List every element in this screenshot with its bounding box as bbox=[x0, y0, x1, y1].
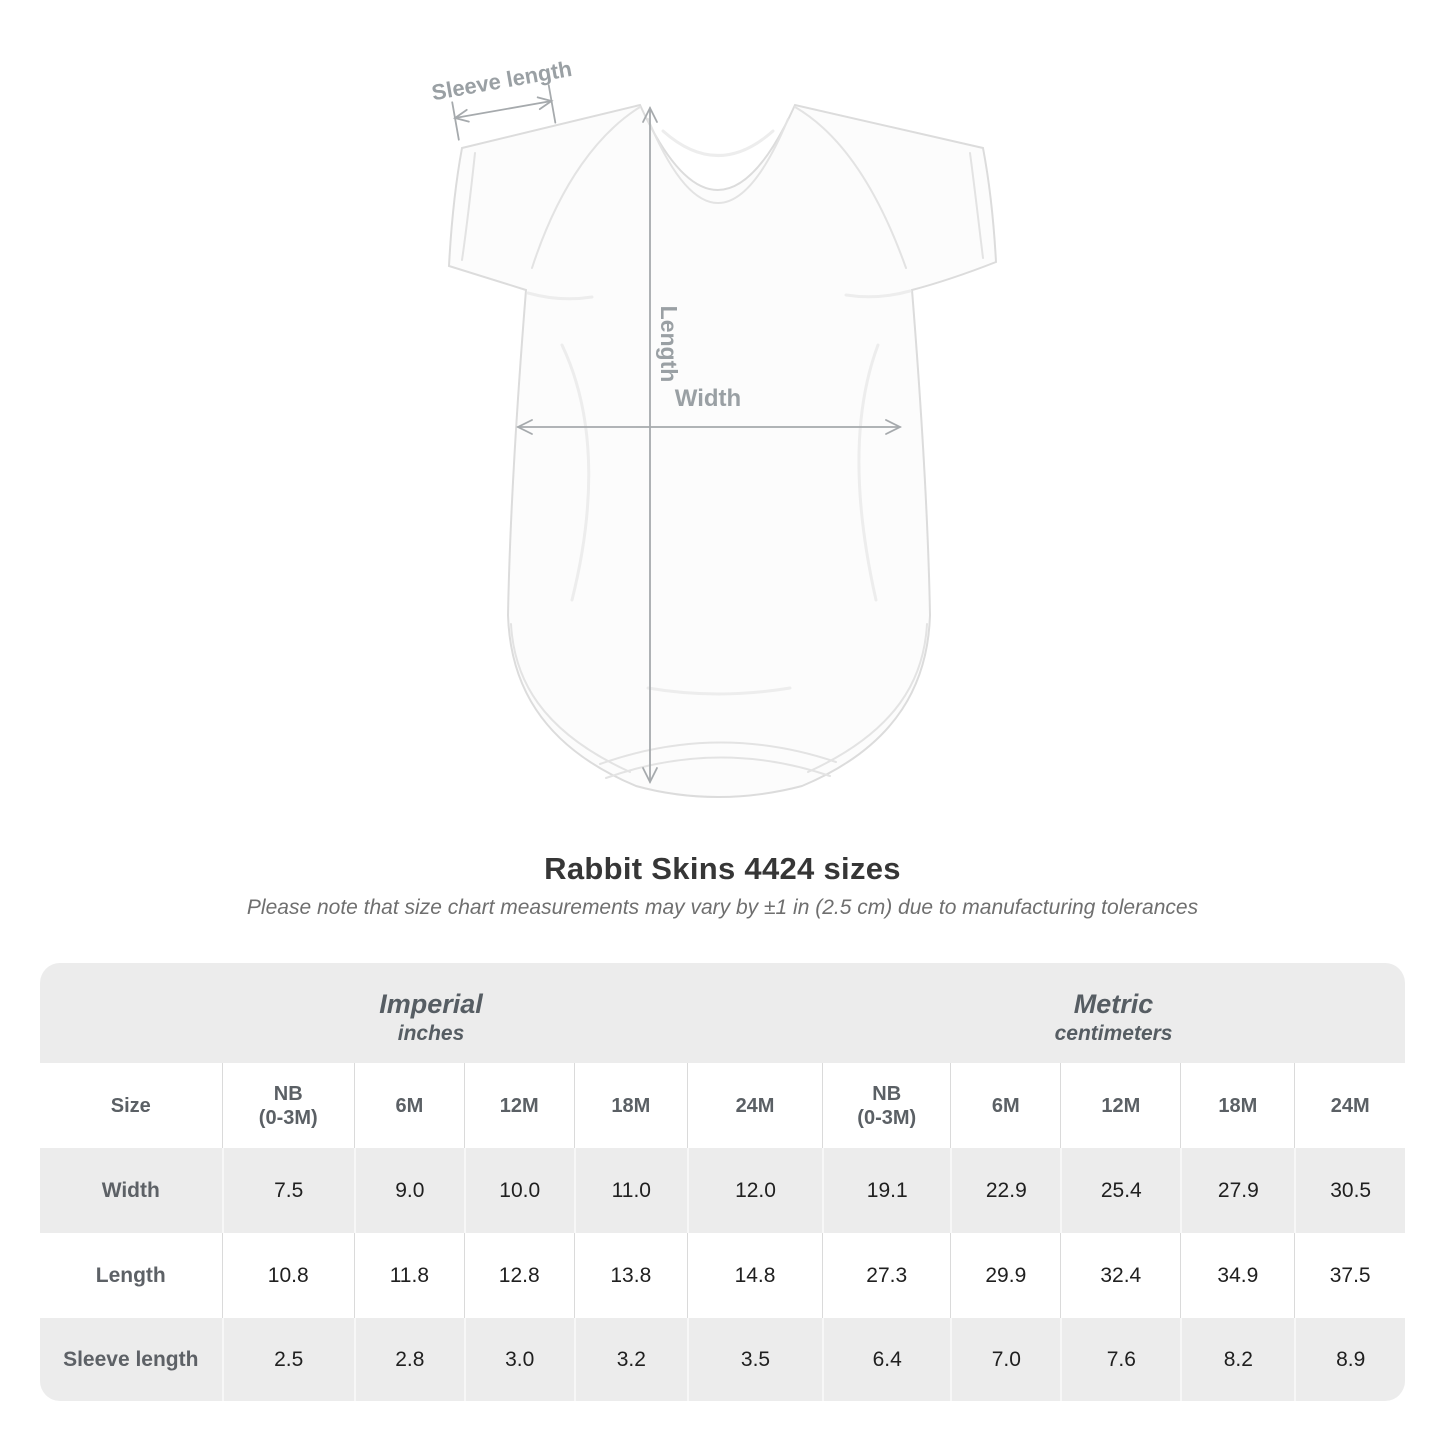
imperial-group-label: Imperial bbox=[379, 989, 483, 1019]
table-cell: 12.8 bbox=[463, 1233, 574, 1318]
col-header-nb-imperial: NB (0-3M) bbox=[221, 1063, 354, 1148]
table-cell: 3.2 bbox=[573, 1318, 687, 1401]
right-sleeve-cuff-seam bbox=[969, 152, 984, 259]
table-cell: 11.0 bbox=[573, 1148, 687, 1233]
table-cell: 2.5 bbox=[221, 1318, 354, 1401]
table-cell: 25.4 bbox=[1060, 1148, 1181, 1233]
metric-group-label: Metric bbox=[1073, 989, 1154, 1019]
row-label-sleeve-length: Sleeve length bbox=[40, 1318, 222, 1401]
crotch-flap-binding-seam bbox=[605, 756, 831, 779]
table-cell: 34.9 bbox=[1180, 1233, 1295, 1318]
col-header-6m-metric: 6M bbox=[950, 1063, 1061, 1148]
bodysuit-diagram: Sleeve length Length Width bbox=[430, 56, 998, 799]
length-dimension: Length bbox=[642, 105, 682, 785]
table-cell: 37.5 bbox=[1294, 1233, 1405, 1318]
left-leg-binding-seam bbox=[510, 623, 631, 773]
fabric-wrinkle bbox=[857, 343, 880, 602]
back-collar-seam bbox=[661, 129, 775, 157]
imperial-group-unit: inches bbox=[397, 1022, 465, 1045]
col-header-12m-metric: 12M bbox=[1060, 1063, 1181, 1148]
size-guide-illustration: Sleeve length Length Width bbox=[430, 56, 998, 799]
collar-binding-seam bbox=[647, 118, 789, 204]
table-cell: 7.5 bbox=[221, 1148, 354, 1233]
table-cell: 9.0 bbox=[353, 1148, 464, 1233]
sleeve-length-label: Sleeve length bbox=[430, 56, 574, 105]
tolerance-note: Please note that size chart measurements… bbox=[246, 896, 1199, 919]
table-cell: 2.8 bbox=[353, 1318, 464, 1401]
width-dimension: Width bbox=[515, 385, 903, 435]
table-cell: 11.8 bbox=[353, 1233, 464, 1318]
left-sleeve-cuff-seam bbox=[461, 152, 476, 261]
table-cell: 27.9 bbox=[1180, 1148, 1295, 1233]
metric-group-header: Metric centimeters bbox=[822, 963, 1405, 1063]
page-title: Rabbit Skins 4424 sizes bbox=[544, 851, 901, 886]
unit-group-row: Imperial inches Metric centimeters bbox=[40, 963, 1405, 1063]
row-label-width: Width bbox=[40, 1148, 222, 1233]
col-header-18m-metric: 18M bbox=[1180, 1063, 1295, 1148]
size-chart-table-container: Imperial inches Metric centimeters Size … bbox=[40, 963, 1405, 1401]
fabric-wrinkle bbox=[560, 343, 591, 602]
width-label: Width bbox=[675, 385, 741, 412]
table-cell: 3.5 bbox=[686, 1318, 823, 1401]
crotch-flap-seam bbox=[599, 741, 837, 765]
right-underarm-seam bbox=[844, 289, 912, 299]
col-header-6m-imperial: 6M bbox=[353, 1063, 464, 1148]
table-cell: 19.1 bbox=[822, 1148, 951, 1233]
left-underarm-seam bbox=[526, 291, 594, 301]
col-header-24m-imperial: 24M bbox=[686, 1063, 823, 1148]
fabric-wrinkle bbox=[646, 686, 792, 696]
table-cell: 30.5 bbox=[1294, 1148, 1405, 1233]
imperial-group-header: Imperial inches bbox=[40, 963, 823, 1063]
col-header-18m-imperial: 18M bbox=[573, 1063, 687, 1148]
table-row-length: Length 10.8 11.8 12.8 13.8 14.8 27.3 29.… bbox=[40, 1233, 1405, 1318]
col-header-12m-imperial: 12M bbox=[463, 1063, 574, 1148]
col-header-nb-metric: NB (0-3M) bbox=[822, 1063, 951, 1148]
col-header-24m-metric: 24M bbox=[1294, 1063, 1405, 1148]
table-cell: 10.8 bbox=[221, 1233, 354, 1318]
table-row-sleeve-length: Sleeve length 2.5 2.8 3.0 3.2 3.5 6.4 7.… bbox=[40, 1318, 1405, 1401]
table-cell: 8.2 bbox=[1180, 1318, 1295, 1401]
table-row-width: Width 7.5 9.0 10.0 11.0 12.0 19.1 22.9 2… bbox=[40, 1148, 1405, 1233]
table-cell: 10.0 bbox=[463, 1148, 574, 1233]
table-cell: 3.0 bbox=[463, 1318, 574, 1401]
right-leg-binding-seam bbox=[807, 623, 928, 773]
column-header-row: Size NB (0-3M) 6M 12M 18M 24M NB (0-3M) … bbox=[40, 1063, 1405, 1148]
table-cell: 7.6 bbox=[1060, 1318, 1181, 1401]
size-chart-table: Imperial inches Metric centimeters Size … bbox=[40, 963, 1405, 1401]
col-header-size: Size bbox=[40, 1063, 222, 1148]
table-cell: 27.3 bbox=[822, 1233, 951, 1318]
left-lap-shoulder-seam bbox=[531, 106, 641, 269]
table-cell: 22.9 bbox=[950, 1148, 1061, 1233]
metric-group-unit: centimeters bbox=[1054, 1022, 1173, 1045]
right-lap-shoulder-seam bbox=[794, 106, 907, 269]
table-cell: 6.4 bbox=[822, 1318, 951, 1401]
bodysuit-garment bbox=[447, 103, 998, 799]
table-cell: 13.8 bbox=[573, 1233, 687, 1318]
table-cell: 29.9 bbox=[950, 1233, 1061, 1318]
table-cell: 14.8 bbox=[686, 1233, 823, 1318]
table-cell: 32.4 bbox=[1060, 1233, 1181, 1318]
table-cell: 12.0 bbox=[686, 1148, 823, 1233]
table-cell: 7.0 bbox=[950, 1318, 1061, 1401]
length-label: Length bbox=[656, 306, 682, 383]
row-label-length: Length bbox=[40, 1233, 222, 1318]
table-cell: 8.9 bbox=[1294, 1318, 1405, 1401]
